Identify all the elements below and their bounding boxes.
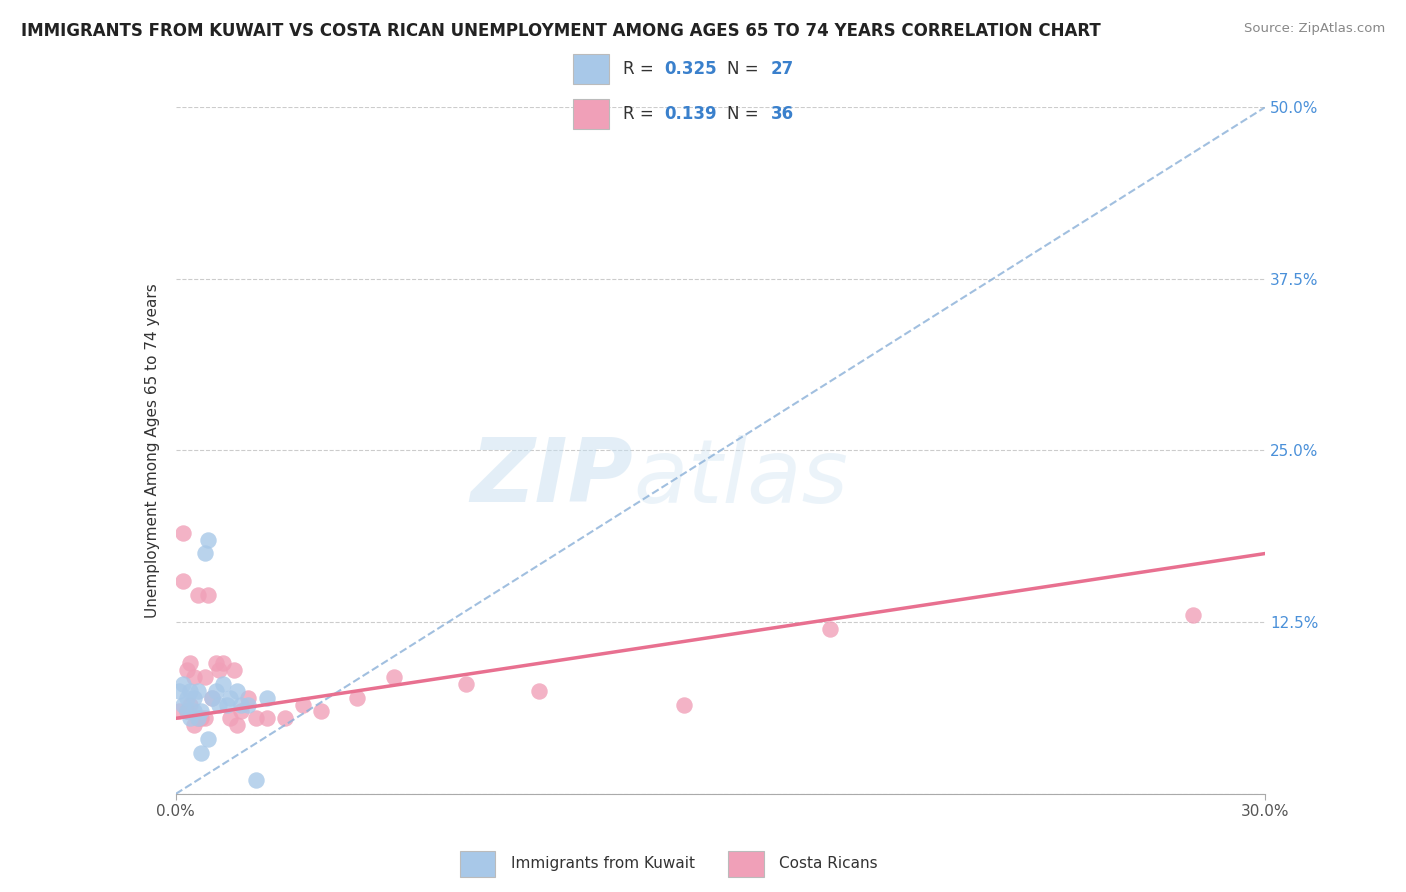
Point (176, 705, 198, 719)
Point (172, 525, 194, 540)
Point (238, 698, 260, 712)
Point (226, 718, 249, 732)
Point (673, 698, 696, 712)
Point (291, 698, 314, 712)
Point (169, 683, 191, 698)
Point (256, 690, 278, 705)
Point (231, 698, 253, 712)
Point (179, 698, 201, 712)
Point (274, 711, 297, 725)
Text: 36: 36 (770, 105, 794, 123)
Point (176, 705, 198, 719)
Point (176, 690, 198, 705)
Text: atlas: atlas (633, 435, 848, 521)
Point (194, 711, 217, 725)
Point (186, 588, 209, 602)
Point (186, 711, 209, 725)
Point (190, 705, 212, 719)
Text: Immigrants from Kuwait: Immigrants from Kuwait (510, 855, 695, 871)
Point (219, 690, 242, 705)
Text: 0.139: 0.139 (664, 105, 717, 123)
Point (172, 677, 194, 691)
Point (176, 663, 198, 677)
Point (197, 588, 219, 602)
Point (346, 690, 368, 705)
Point (172, 698, 194, 712)
Point (212, 677, 235, 691)
Text: N =: N = (727, 60, 763, 78)
Point (208, 663, 231, 677)
Point (183, 690, 205, 705)
Point (204, 657, 226, 671)
Point (256, 711, 278, 725)
FancyBboxPatch shape (574, 99, 609, 129)
Point (1181, 608, 1204, 623)
Point (818, 622, 841, 636)
Point (382, 670, 405, 684)
Text: 27: 27 (770, 60, 794, 78)
Text: Source: ZipAtlas.com: Source: ZipAtlas.com (1244, 22, 1385, 36)
Point (183, 718, 205, 732)
Point (197, 731, 219, 746)
Point (183, 705, 205, 719)
Point (172, 574, 194, 588)
Point (219, 711, 242, 725)
Text: R =: R = (623, 60, 659, 78)
Text: Costa Ricans: Costa Ricans (779, 855, 877, 871)
Text: 0.325: 0.325 (664, 60, 717, 78)
Point (456, 677, 478, 691)
Point (194, 670, 217, 684)
Point (201, 690, 224, 705)
Point (222, 663, 245, 677)
FancyBboxPatch shape (574, 54, 609, 84)
Point (231, 705, 253, 719)
Text: IMMIGRANTS FROM KUWAIT VS COSTA RICAN UNEMPLOYMENT AMONG AGES 65 TO 74 YEARS COR: IMMIGRANTS FROM KUWAIT VS COSTA RICAN UN… (21, 22, 1101, 40)
Text: ZIP: ZIP (471, 434, 633, 522)
Point (527, 683, 550, 698)
Point (309, 705, 332, 719)
Point (212, 657, 235, 671)
Point (238, 690, 260, 705)
Point (190, 711, 212, 725)
Point (245, 711, 267, 725)
Y-axis label: Unemployment Among Ages 65 to 74 years: Unemployment Among Ages 65 to 74 years (145, 283, 160, 618)
Point (197, 533, 219, 547)
Point (179, 683, 201, 698)
Point (183, 670, 205, 684)
Point (190, 746, 212, 760)
Text: R =: R = (623, 105, 659, 123)
Point (186, 711, 209, 725)
Point (245, 773, 267, 788)
FancyBboxPatch shape (728, 851, 763, 877)
Point (169, 705, 191, 719)
FancyBboxPatch shape (460, 851, 495, 877)
Point (215, 698, 238, 712)
Point (194, 546, 217, 561)
Point (179, 711, 201, 725)
Point (208, 698, 231, 712)
Point (204, 683, 226, 698)
Point (226, 683, 249, 698)
Point (186, 683, 209, 698)
Point (201, 690, 224, 705)
Point (179, 657, 201, 671)
Text: N =: N = (727, 105, 763, 123)
